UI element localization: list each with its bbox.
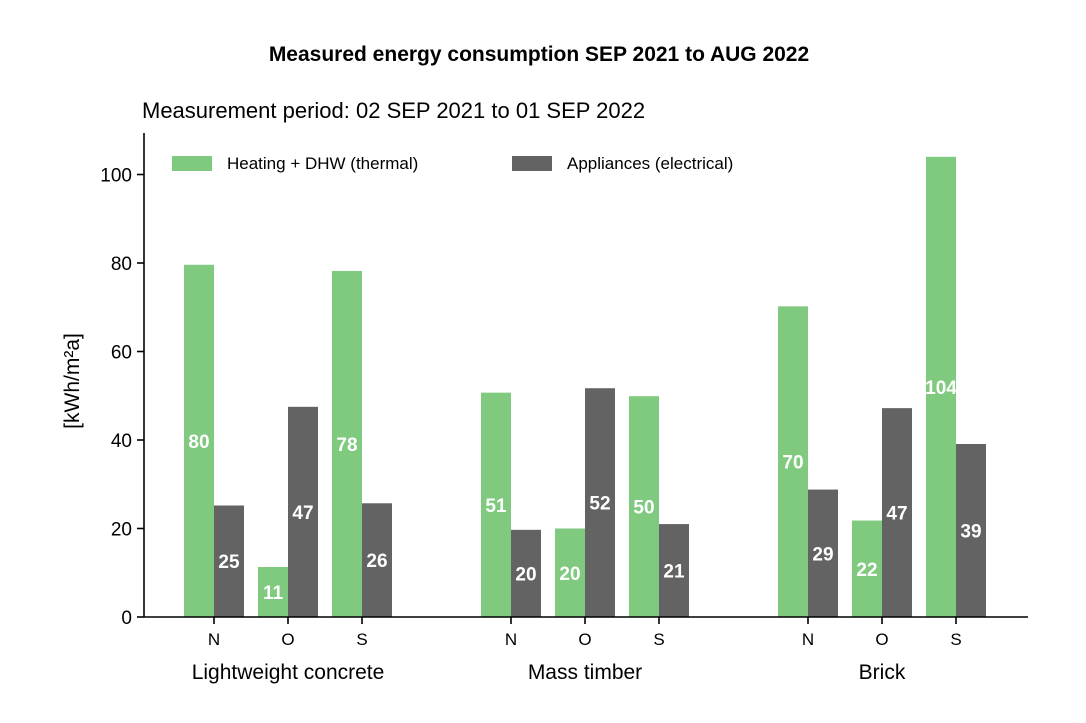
bars-layer <box>184 156 986 618</box>
x-tick-label: O <box>281 630 294 649</box>
bar-heating <box>184 264 214 617</box>
bar-value-label: 47 <box>886 504 907 525</box>
legend: Heating + DHW (thermal) Appliances (elec… <box>172 154 733 173</box>
bar-heating <box>852 520 882 617</box>
bar-appliances <box>956 443 986 617</box>
bar-appliances <box>362 503 392 617</box>
x-tick-label: N <box>802 630 814 649</box>
bar-value-label: 20 <box>515 564 536 585</box>
group-label: Lightweight concrete <box>192 661 385 684</box>
bar-value-label: 50 <box>633 498 654 519</box>
bar-heating <box>555 528 585 617</box>
bar-value-label: 70 <box>782 453 803 474</box>
y-tick-label: 60 <box>111 343 132 364</box>
y-ticks: 0 20 40 60 80 100 <box>100 166 144 629</box>
bar-value-label: 25 <box>218 552 240 573</box>
y-tick-label: 100 <box>100 166 132 187</box>
bar-heating <box>258 566 288 617</box>
x-tick-label: S <box>950 630 961 649</box>
y-axis-label: [kWh/m²a] <box>61 333 84 429</box>
bar-value-label: 11 <box>263 583 284 604</box>
bar-appliances <box>214 505 244 617</box>
x-tick-label: N <box>505 630 517 649</box>
bar-appliances <box>882 408 912 617</box>
legend-label-heating: Heating + DHW (thermal) <box>227 154 418 173</box>
x-tick-label: O <box>578 630 591 649</box>
legend-swatch-heating <box>172 156 212 171</box>
bar-value-label: 20 <box>559 564 580 585</box>
legend-label-appliances: Appliances (electrical) <box>567 154 733 173</box>
bar-value-label: 104 <box>925 378 957 399</box>
bar-heating <box>332 270 362 617</box>
bar-value-label: 29 <box>812 544 833 565</box>
x-tick-label: O <box>875 630 888 649</box>
bar-value-label: 39 <box>960 521 981 542</box>
bar-heating <box>629 396 659 617</box>
bar-heating <box>778 306 808 617</box>
bar-appliances <box>585 388 615 617</box>
bar-value-label: 47 <box>292 503 313 524</box>
x-tick-label: S <box>356 630 367 649</box>
bar-appliances <box>511 529 541 617</box>
bar-appliances <box>659 524 689 617</box>
value-labels-layer: 80 25 11 47 78 26 51 20 20 52 50 21 70 29 22 47 104 39 <box>188 378 981 604</box>
group-label: Brick <box>859 661 906 684</box>
bar-value-label: 51 <box>485 496 507 517</box>
y-tick-label: 20 <box>111 520 132 541</box>
group-label: Mass timber <box>528 661 642 684</box>
bar-heating <box>481 392 511 617</box>
bar-heating <box>926 156 956 618</box>
legend-swatch-appliances <box>512 156 552 171</box>
bar-value-label: 21 <box>663 562 685 583</box>
bar-value-label: 78 <box>336 435 357 456</box>
bar-value-label: 22 <box>856 560 877 581</box>
group-labels: Lightweight concrete Mass timber Brick <box>192 661 906 684</box>
y-tick-label: 0 <box>121 608 132 629</box>
y-tick-label: 40 <box>111 431 132 452</box>
chart-title: Measured energy consumption SEP 2021 to … <box>269 43 809 66</box>
bar-value-label: 80 <box>188 432 209 453</box>
chart-subtitle: Measurement period: 02 SEP 2021 to 01 SE… <box>142 98 645 123</box>
y-tick-label: 80 <box>111 254 132 275</box>
bar-value-label: 26 <box>366 551 387 572</box>
bar-appliances <box>808 489 838 617</box>
x-tick-label: S <box>653 630 664 649</box>
bar-value-label: 52 <box>589 494 610 515</box>
bar-appliances <box>288 406 318 617</box>
x-tick-label: N <box>208 630 220 649</box>
